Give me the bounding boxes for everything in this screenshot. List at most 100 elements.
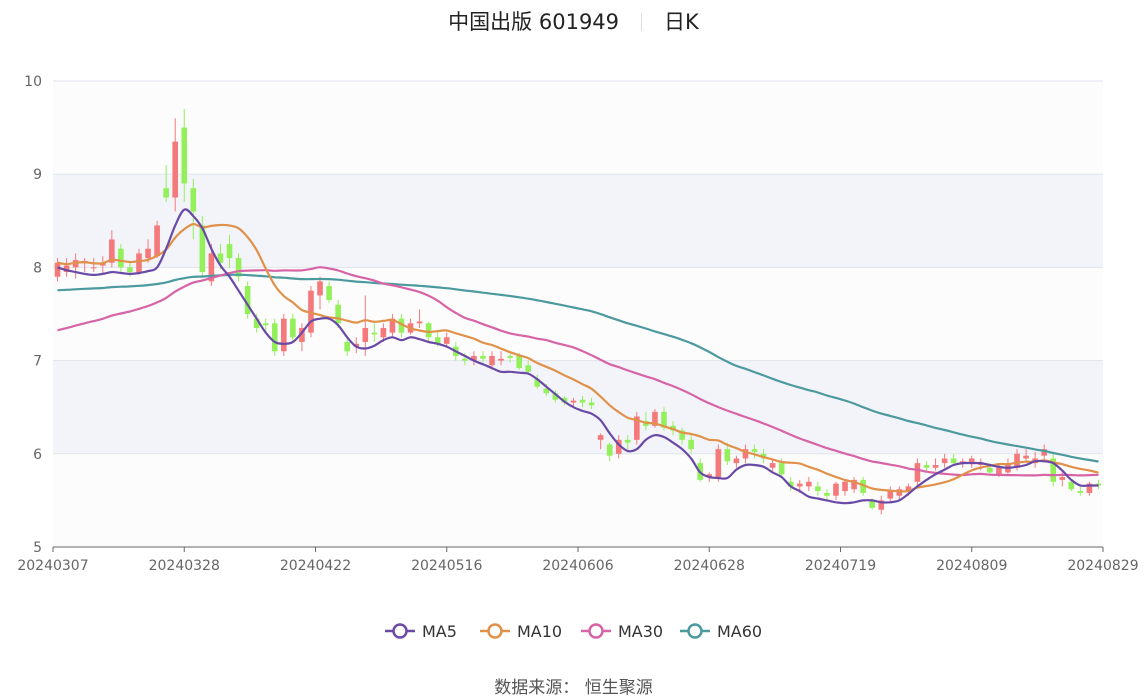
candle-body <box>109 239 115 263</box>
legend-marker-ma60 <box>687 623 703 639</box>
candle-body <box>905 486 912 492</box>
candle-body <box>1068 481 1075 490</box>
line-ma60 <box>57 273 1099 463</box>
candle-body <box>235 258 242 277</box>
x-tick-label: 20240719 <box>805 558 876 574</box>
x-tick-label: 20240809 <box>936 558 1007 574</box>
legend: MA5 MA10 MA30 MA60 <box>385 622 762 641</box>
candle-body <box>335 304 341 324</box>
data-source: 数据来源： 恒生聚源 <box>494 678 653 698</box>
candle-body <box>145 248 151 259</box>
candle-body <box>226 244 233 259</box>
candle-body <box>54 262 61 277</box>
candle-body <box>281 318 287 352</box>
candle-body <box>923 464 930 468</box>
candle-body <box>724 449 731 462</box>
plot-background <box>53 81 1103 547</box>
candle-body <box>299 327 305 342</box>
candle-body <box>987 467 993 473</box>
candle-body <box>815 486 821 492</box>
candle-body <box>1086 483 1093 493</box>
candle-body <box>597 435 604 440</box>
background-bands <box>53 81 1103 547</box>
candle-body <box>172 141 179 198</box>
candle-body <box>199 225 206 273</box>
candle-body <box>416 321 423 324</box>
title-code: 601949 <box>538 10 620 34</box>
candle-body <box>996 467 1002 475</box>
candle-body <box>389 318 396 333</box>
legend-marker-ma30 <box>588 623 604 639</box>
candle-body <box>941 458 948 464</box>
candle-body <box>860 479 866 493</box>
candle-body <box>833 483 839 496</box>
x-tick-label: 20240628 <box>674 558 745 574</box>
candle-body <box>887 491 894 499</box>
candle-body <box>715 449 722 478</box>
candle-body <box>751 449 758 452</box>
candle-body <box>244 286 251 314</box>
x-tick-label: 20240422 <box>280 558 351 574</box>
candle-body <box>90 267 97 269</box>
line-ma10 <box>57 222 1099 493</box>
legend-marker-ma5 <box>392 623 408 639</box>
x-tick-label: 20240516 <box>411 558 482 574</box>
candle-body <box>271 323 278 352</box>
y-tick-label: 5 <box>33 540 42 556</box>
candle-body <box>950 458 957 464</box>
candle-body <box>353 343 360 347</box>
candle-body <box>398 318 405 333</box>
candle-body <box>543 388 550 394</box>
candle-body <box>163 188 169 198</box>
title-name: 中国出版 <box>448 10 533 34</box>
candle-body <box>1059 477 1066 480</box>
candle-body <box>525 365 532 372</box>
candle-body <box>869 500 875 508</box>
candle-body <box>208 253 215 282</box>
candle-body <box>796 483 803 487</box>
y-axis: 5 6 7 8 9 10 <box>24 74 42 556</box>
candle-body <box>317 281 323 296</box>
candle-body <box>489 355 495 366</box>
candle-body <box>63 265 70 273</box>
y-tick-label: 6 <box>33 447 42 463</box>
grid-lines <box>53 80 1103 455</box>
candle-body <box>778 463 785 475</box>
candle-body <box>344 341 350 352</box>
candle-body <box>443 337 450 344</box>
candle-body <box>932 464 939 468</box>
y-tick-label: 9 <box>33 167 42 183</box>
candle-body <box>1014 453 1020 468</box>
line-ma30 <box>57 266 1099 477</box>
x-tick-label: 20240328 <box>149 558 220 574</box>
candle-body <box>181 127 188 184</box>
legend-label-ma10: MA10 <box>517 622 562 641</box>
legend-marker-ma10 <box>487 623 503 639</box>
candle-body <box>733 458 740 464</box>
candle-body <box>371 332 378 335</box>
candle-body <box>190 188 197 212</box>
title-period: 日K <box>664 10 699 34</box>
candle-body <box>914 463 921 482</box>
legend-label-ma60: MA60 <box>717 622 762 641</box>
candle-body <box>652 411 658 426</box>
candle-body <box>1077 491 1084 493</box>
candle-body <box>516 355 522 369</box>
chart-title: 中国出版 601949 日K <box>0 6 1147 36</box>
candle-body <box>154 225 160 257</box>
candle-body <box>217 253 224 263</box>
candle-body <box>380 327 387 338</box>
candle-body <box>1050 458 1057 482</box>
candle-body <box>615 439 622 454</box>
candle-body <box>507 355 513 358</box>
legend-label-ma30: MA30 <box>618 622 663 641</box>
candle-body <box>570 400 577 403</box>
candle-body <box>634 416 640 440</box>
candle-body <box>326 286 332 301</box>
candle-body <box>425 323 432 338</box>
candle-body <box>434 337 441 344</box>
candle-body <box>606 444 613 456</box>
candle-body <box>661 411 667 428</box>
x-axis: 20240307 20240328 20240422 20240516 20240606… <box>17 546 1139 574</box>
x-tick-label: 20240307 <box>17 558 88 574</box>
